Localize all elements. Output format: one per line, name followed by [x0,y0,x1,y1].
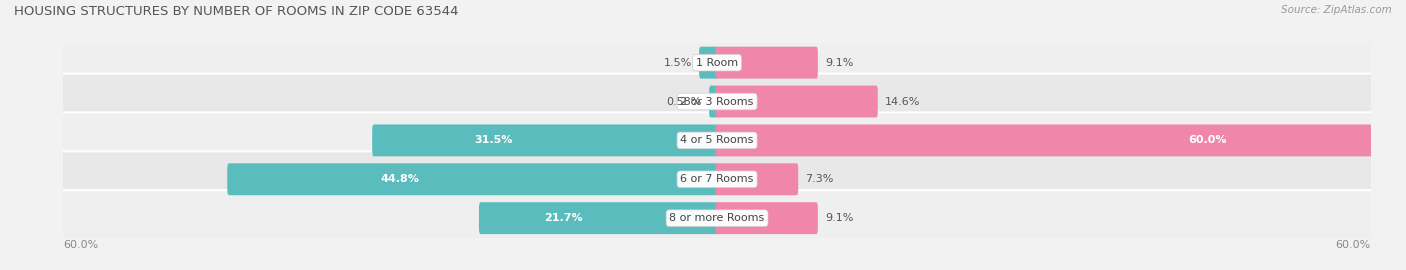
Text: 31.5%: 31.5% [475,135,513,146]
Text: 44.8%: 44.8% [380,174,419,184]
Text: 2 or 3 Rooms: 2 or 3 Rooms [681,96,754,107]
Text: 1 Room: 1 Room [696,58,738,68]
Text: HOUSING STRUCTURES BY NUMBER OF ROOMS IN ZIP CODE 63544: HOUSING STRUCTURES BY NUMBER OF ROOMS IN… [14,5,458,18]
FancyBboxPatch shape [716,202,818,234]
FancyBboxPatch shape [699,47,718,79]
FancyBboxPatch shape [60,35,1374,91]
Text: 9.1%: 9.1% [825,213,853,223]
FancyBboxPatch shape [716,47,818,79]
FancyBboxPatch shape [373,124,718,156]
FancyBboxPatch shape [709,86,718,117]
Text: 8 or more Rooms: 8 or more Rooms [669,213,765,223]
FancyBboxPatch shape [60,151,1374,207]
FancyBboxPatch shape [60,190,1374,246]
Text: 6 or 7 Rooms: 6 or 7 Rooms [681,174,754,184]
Text: 9.1%: 9.1% [825,58,853,68]
Text: 0.58%: 0.58% [666,96,702,107]
Text: 1.5%: 1.5% [664,58,692,68]
Text: 60.0%: 60.0% [1336,239,1371,249]
Text: 60.0%: 60.0% [1188,135,1226,146]
FancyBboxPatch shape [60,112,1374,168]
Text: Source: ZipAtlas.com: Source: ZipAtlas.com [1281,5,1392,15]
Text: 21.7%: 21.7% [544,213,582,223]
FancyBboxPatch shape [60,73,1374,130]
FancyBboxPatch shape [716,86,877,117]
FancyBboxPatch shape [716,163,799,195]
FancyBboxPatch shape [716,124,1372,156]
Text: 4 or 5 Rooms: 4 or 5 Rooms [681,135,754,146]
Text: 7.3%: 7.3% [806,174,834,184]
FancyBboxPatch shape [479,202,718,234]
Text: 14.6%: 14.6% [884,96,921,107]
FancyBboxPatch shape [228,163,718,195]
Text: 60.0%: 60.0% [63,239,98,249]
